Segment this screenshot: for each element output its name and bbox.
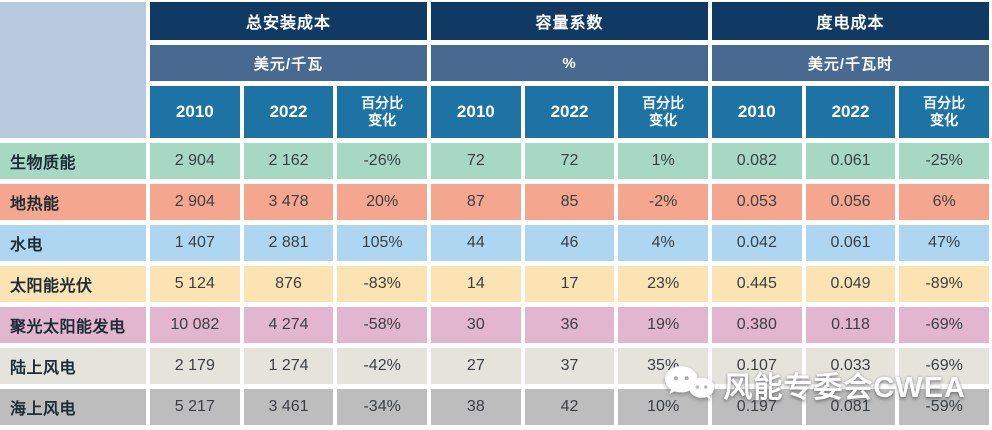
table-cell: -89% xyxy=(899,266,989,302)
pct-change-header: 百分比 变化 xyxy=(618,86,708,138)
table-cell: -69% xyxy=(899,348,989,384)
table-corner-block xyxy=(0,2,146,138)
table-cell: 19% xyxy=(618,307,708,343)
table-cell: 27 xyxy=(430,348,521,384)
table-cell: -58% xyxy=(337,307,427,343)
row-label: 陆上风电 xyxy=(0,348,146,384)
group-header-capacity-factor: 容量系数 xyxy=(430,2,708,40)
table-cell: 0.042 xyxy=(711,225,802,261)
table-cell: 0.053 xyxy=(711,184,802,220)
table-cell: 35% xyxy=(618,348,708,384)
group-header-installed-cost: 总安装成本 xyxy=(150,2,427,40)
table-cell: 0.445 xyxy=(711,266,802,302)
table-cell: 0.056 xyxy=(805,184,896,220)
table-cell: 30 xyxy=(430,307,521,343)
table-cell: -69% xyxy=(899,307,989,343)
table-cell: 37 xyxy=(524,348,615,384)
table-cell: 0.082 xyxy=(711,143,802,179)
table-cell: 20% xyxy=(337,184,427,220)
row-label: 水电 xyxy=(0,225,146,261)
table-cell: 23% xyxy=(618,266,708,302)
table-cell: 17 xyxy=(524,266,615,302)
table-cell: 46 xyxy=(524,225,615,261)
year-header-2022: 2022 xyxy=(805,86,896,138)
table-cell: 6% xyxy=(899,184,989,220)
table-cell: 44 xyxy=(430,225,521,261)
row-label: 地热能 xyxy=(0,184,146,220)
table-cell: 0.107 xyxy=(711,348,802,384)
table-cell: 72 xyxy=(524,143,615,179)
table-cell: 1 274 xyxy=(243,348,334,384)
table-cell: 0.118 xyxy=(805,307,896,343)
table-cell: -59% xyxy=(899,389,989,425)
table-cell: 2 881 xyxy=(243,225,334,261)
table-cell: 0.061 xyxy=(805,225,896,261)
table-cell: 4% xyxy=(618,225,708,261)
table-cell: 0.197 xyxy=(711,389,802,425)
row-label: 海上风电 xyxy=(0,389,146,425)
unit-header-percent: % xyxy=(430,45,708,81)
group-header-lcoe: 度电成本 xyxy=(711,2,989,40)
table-cell: 1% xyxy=(618,143,708,179)
table-cell: 5 217 xyxy=(150,389,240,425)
table-cell: 10% xyxy=(618,389,708,425)
table-cell: -42% xyxy=(337,348,427,384)
year-header-2022: 2022 xyxy=(243,86,334,138)
table-cell: 2 162 xyxy=(243,143,334,179)
table-cell: 3 461 xyxy=(243,389,334,425)
table-cell: -83% xyxy=(337,266,427,302)
table-cell: 42 xyxy=(524,389,615,425)
table-cell: 87 xyxy=(430,184,521,220)
row-label: 生物质能 xyxy=(0,143,146,179)
row-label: 太阳能光伏 xyxy=(0,266,146,302)
pct-change-header: 百分比 变化 xyxy=(899,86,989,138)
table-cell: 38 xyxy=(430,389,521,425)
year-header-2010: 2010 xyxy=(430,86,521,138)
year-header-2022: 2022 xyxy=(524,86,615,138)
table-cell: 0.033 xyxy=(805,348,896,384)
unit-header-usd-per-kwh: 美元/千瓦时 xyxy=(711,45,989,81)
table-cell: -2% xyxy=(618,184,708,220)
table-cell: 36 xyxy=(524,307,615,343)
row-label: 聚光太阳能发电 xyxy=(0,307,146,343)
table-cell: 2 904 xyxy=(150,184,240,220)
table-cell: 0.061 xyxy=(805,143,896,179)
table-cell: 2 179 xyxy=(150,348,240,384)
table-cell: -34% xyxy=(337,389,427,425)
table-cell: 0.380 xyxy=(711,307,802,343)
table-cell: 0.081 xyxy=(805,389,896,425)
table-cell: 47% xyxy=(899,225,989,261)
table-cell: 876 xyxy=(243,266,334,302)
table-cell: 14 xyxy=(430,266,521,302)
year-header-2010: 2010 xyxy=(150,86,240,138)
table-cell: 2 904 xyxy=(150,143,240,179)
table-cell: 4 274 xyxy=(243,307,334,343)
table-cell: -26% xyxy=(337,143,427,179)
pct-change-header: 百分比 变化 xyxy=(337,86,427,138)
table-cell: 10 082 xyxy=(150,307,240,343)
unit-header-usd-per-kw: 美元/千瓦 xyxy=(150,45,427,81)
table-cell: 1 407 xyxy=(150,225,240,261)
table-cell: 72 xyxy=(430,143,521,179)
table-cell: -25% xyxy=(899,143,989,179)
year-header-2010: 2010 xyxy=(711,86,802,138)
table-cell: 105% xyxy=(337,225,427,261)
table-cell: 5 124 xyxy=(150,266,240,302)
table-cell: 0.049 xyxy=(805,266,896,302)
table-cell: 85 xyxy=(524,184,615,220)
table-cell: 3 478 xyxy=(243,184,334,220)
